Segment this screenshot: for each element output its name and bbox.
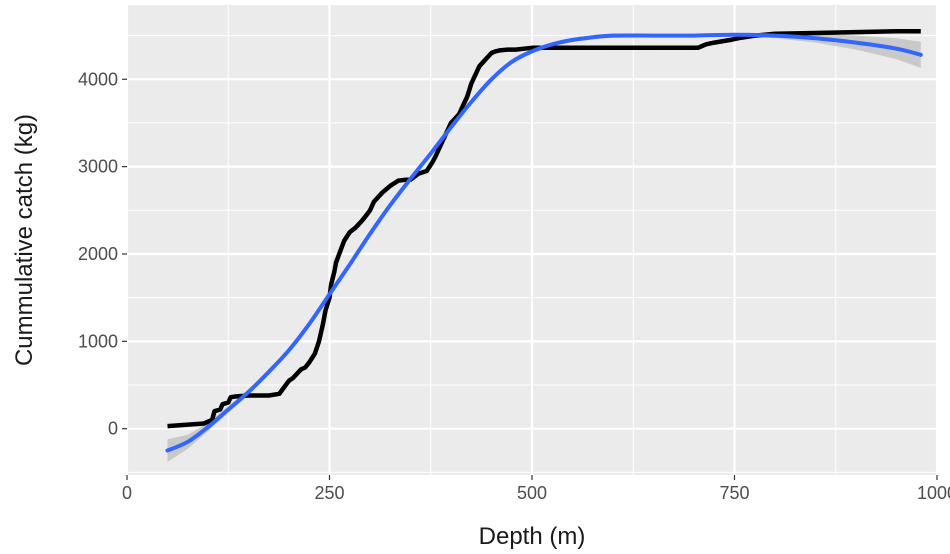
x-tick-label: 750: [719, 483, 749, 503]
x-axis: 0 250 500 750 1000: [122, 475, 950, 503]
y-tick-label: 0: [108, 419, 118, 439]
x-tick-label: 1000: [917, 483, 950, 503]
y-axis: 0 1000 2000 3000 4000: [78, 69, 127, 439]
smooth-layer: [165, 32, 923, 453]
y-tick-label: 2000: [78, 244, 118, 264]
y-tick-label: 4000: [78, 69, 118, 89]
x-tick-label: 250: [314, 483, 344, 503]
x-tick-label: 0: [122, 483, 132, 503]
x-axis-title: Depth (m): [479, 523, 586, 550]
y-tick-label: 1000: [78, 331, 118, 351]
y-axis-title: Cummulative catch (kg): [11, 114, 38, 366]
y-tick-label: 3000: [78, 157, 118, 177]
smooth-fit-line: [165, 32, 923, 453]
grid-major: [125, 5, 939, 475]
x-tick-label: 500: [517, 483, 547, 503]
